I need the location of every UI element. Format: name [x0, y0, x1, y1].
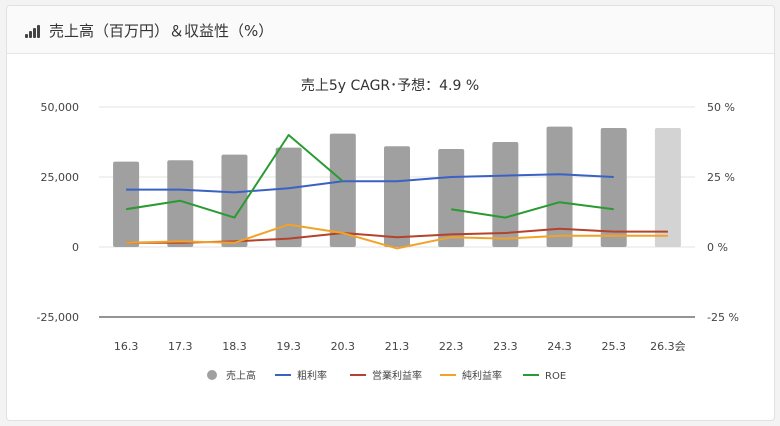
- revenue-bar: [329, 133, 356, 247]
- series-line: [126, 223, 668, 250]
- left-axis-tick-label: 0: [72, 241, 79, 254]
- series-line: [125, 134, 344, 219]
- right-axis-tick-label: -25 %: [707, 311, 739, 324]
- revenue-bar: [384, 146, 410, 247]
- revenue-bar: [221, 154, 248, 247]
- legend-label: 純利益率: [462, 369, 502, 382]
- series-line: [126, 173, 614, 194]
- revenue-profitability-chart: 売上5y CAGR･予想：4.9 % 50,000 50 % 25,000 25 % 0 0…: [37, 78, 739, 382]
- series-line: [451, 201, 614, 219]
- chart-card: 売上高（百万円）＆収益性（%） 売上5y CAGR･予想：4.9 % 50,000…: [6, 5, 775, 421]
- revenue-bar: [167, 160, 194, 247]
- legend-label: 売上高: [226, 369, 256, 382]
- x-axis-tick-label: 24.3: [547, 340, 572, 353]
- right-axis-tick-label: 50 %: [707, 101, 735, 114]
- legend-marker: [207, 370, 217, 380]
- left-axis-tick-label: 50,000: [41, 101, 80, 114]
- x-axis-tick-label: 23.3: [493, 340, 518, 353]
- right-axis-tick-label: 0 %: [707, 241, 728, 254]
- x-axis-tick-label: 20.3: [331, 340, 356, 353]
- revenue-bar: [600, 128, 627, 247]
- revenue-bar: [113, 161, 140, 247]
- x-axis-tick-label: 21.3: [385, 340, 410, 353]
- x-axis-tick-label: 22.3: [439, 340, 464, 353]
- x-axis-tick-label: 25.3: [601, 340, 626, 353]
- card-title: 売上高（百万円）＆収益性（%）: [49, 22, 274, 40]
- legend-label: 粗利率: [297, 369, 327, 382]
- card-header: 売上高（百万円）＆収益性（%）: [7, 6, 774, 54]
- x-axis-tick-label: 19.3: [276, 340, 301, 353]
- signal-bars-icon: [25, 24, 43, 38]
- x-axis-tick-label: 16.3: [114, 340, 139, 353]
- revenue-bar: [492, 142, 519, 247]
- legend-label: ROE: [545, 371, 566, 382]
- left-axis-tick-label: -25,000: [37, 311, 79, 324]
- left-axis-tick-label: 25,000: [41, 171, 80, 184]
- right-axis-tick-label: 25 %: [707, 171, 735, 184]
- legend-label: 営業利益率: [372, 369, 422, 382]
- x-axis-tick-label: 17.3: [168, 340, 193, 353]
- revenue-bar: [275, 147, 302, 247]
- revenue-bar: [546, 126, 573, 247]
- chart-title: 売上5y CAGR･予想：4.9 %: [301, 78, 479, 94]
- revenue-bar: [438, 149, 465, 247]
- x-axis-tick-label: 26.3会: [650, 340, 686, 353]
- revenue-bar: [654, 128, 681, 247]
- x-axis-tick-label: 18.3: [222, 340, 247, 353]
